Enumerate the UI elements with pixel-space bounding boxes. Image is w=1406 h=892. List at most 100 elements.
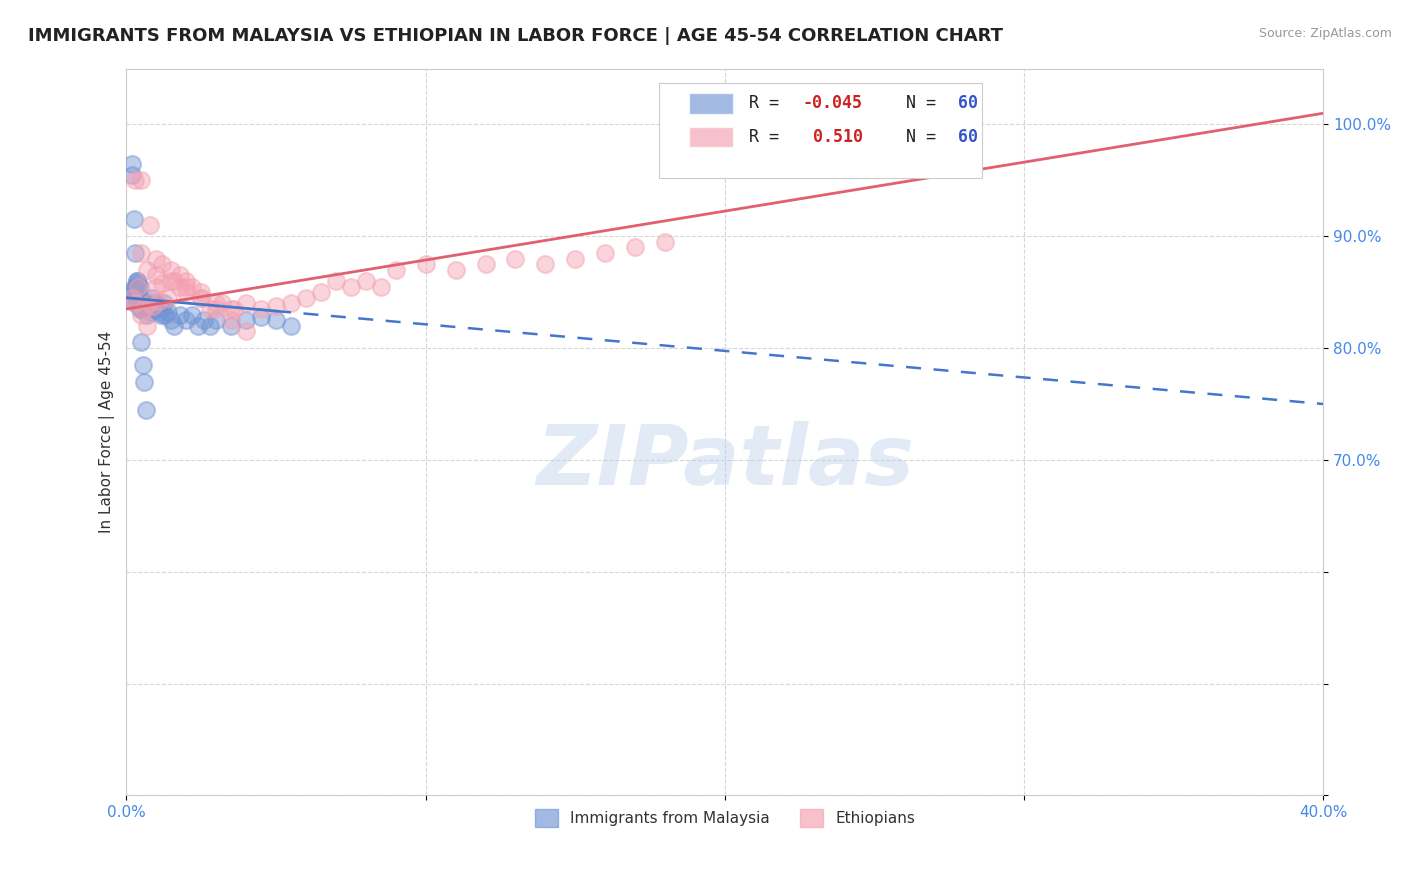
Point: [131, 308, 153, 322]
Point: [169, 268, 191, 283]
Point: [124, 246, 146, 260]
FancyBboxPatch shape: [689, 127, 733, 147]
Point: [132, 299, 155, 313]
Point: [131, 335, 153, 350]
Point: [124, 296, 146, 310]
Point: [129, 299, 152, 313]
Point: [193, 313, 215, 327]
Point: [139, 299, 162, 313]
Point: [146, 299, 169, 313]
Point: [149, 308, 172, 322]
Point: [121, 283, 143, 297]
Point: [205, 296, 228, 310]
Text: IMMIGRANTS FROM MALAYSIA VS ETHIOPIAN IN LABOR FORCE | AGE 45-54 CORRELATION CHA: IMMIGRANTS FROM MALAYSIA VS ETHIOPIAN IN…: [28, 27, 1002, 45]
Point: [474, 257, 496, 271]
Point: [564, 252, 586, 266]
Point: [129, 279, 152, 293]
Point: [125, 274, 148, 288]
Point: [654, 235, 676, 249]
Point: [145, 296, 167, 310]
Point: [235, 296, 257, 310]
Point: [163, 318, 186, 333]
Point: [370, 279, 392, 293]
Point: [354, 274, 377, 288]
Text: R =: R =: [749, 128, 789, 146]
Point: [176, 285, 198, 300]
Point: [122, 285, 145, 300]
Point: [264, 313, 287, 327]
Point: [187, 318, 209, 333]
Point: [309, 285, 332, 300]
Point: [143, 301, 166, 316]
Point: [120, 291, 142, 305]
Point: [121, 291, 143, 305]
Point: [205, 301, 228, 316]
Point: [190, 285, 212, 300]
Point: [145, 279, 167, 293]
Point: [181, 308, 204, 322]
Point: [136, 318, 159, 333]
Point: [200, 301, 222, 316]
Point: [142, 296, 165, 310]
FancyBboxPatch shape: [659, 83, 983, 178]
Point: [131, 246, 153, 260]
Point: [224, 301, 246, 316]
Point: [145, 268, 167, 283]
Point: [139, 305, 162, 319]
Point: [624, 240, 647, 254]
Point: [136, 262, 159, 277]
Text: ZIPatlas: ZIPatlas: [536, 420, 914, 501]
Point: [157, 291, 180, 305]
Point: [127, 277, 149, 291]
Point: [205, 313, 228, 327]
Text: 60: 60: [959, 128, 979, 146]
Point: [125, 294, 148, 309]
Point: [593, 246, 616, 260]
Point: [163, 274, 186, 288]
Point: [169, 279, 191, 293]
Point: [150, 257, 173, 271]
Point: [124, 296, 146, 310]
Point: [134, 301, 156, 316]
Point: [219, 318, 242, 333]
Point: [128, 296, 150, 310]
Point: [176, 313, 198, 327]
Point: [127, 279, 149, 293]
Legend: Immigrants from Malaysia, Ethiopians: Immigrants from Malaysia, Ethiopians: [527, 801, 922, 835]
Point: [129, 301, 152, 316]
Point: [250, 301, 273, 316]
Point: [150, 301, 173, 316]
Point: [176, 279, 198, 293]
Point: [132, 358, 155, 372]
Point: [121, 168, 143, 182]
Point: [219, 313, 242, 327]
Point: [235, 313, 257, 327]
Point: [200, 318, 222, 333]
Point: [124, 279, 146, 293]
Point: [153, 296, 176, 310]
Point: [150, 277, 173, 291]
Point: [134, 375, 156, 389]
Point: [295, 291, 318, 305]
Y-axis label: In Labor Force | Age 45-54: In Labor Force | Age 45-54: [100, 331, 115, 533]
Point: [384, 262, 406, 277]
Point: [121, 156, 143, 170]
Point: [190, 291, 212, 305]
Point: [122, 287, 145, 301]
Point: [176, 274, 198, 288]
Point: [136, 301, 159, 316]
Text: 60: 60: [959, 95, 979, 112]
Point: [157, 305, 180, 319]
Point: [127, 279, 149, 293]
Point: [181, 279, 204, 293]
Point: [134, 301, 156, 316]
Text: -0.045: -0.045: [803, 95, 863, 112]
Point: [155, 308, 177, 322]
Point: [169, 308, 191, 322]
Point: [131, 301, 153, 316]
Point: [124, 173, 146, 187]
Point: [136, 308, 159, 322]
Point: [190, 291, 212, 305]
Point: [415, 257, 437, 271]
Point: [127, 291, 149, 305]
